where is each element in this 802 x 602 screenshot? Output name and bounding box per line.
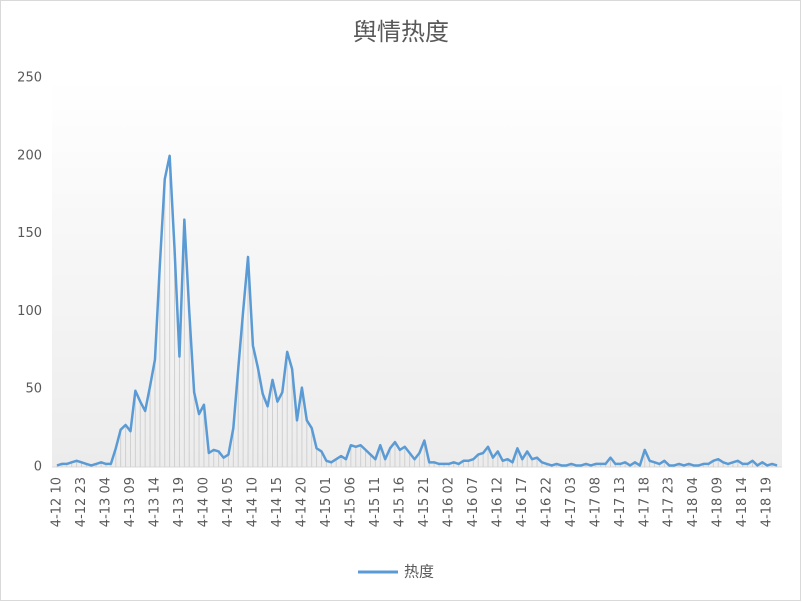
x-tick-label: 4-16 22 — [539, 477, 554, 527]
x-tick-label: 4-13 09 — [123, 477, 138, 527]
x-tick-label: 4-14 15 — [270, 477, 285, 527]
x-tick-label: 4-13 19 — [172, 477, 187, 527]
x-tick-label: 4-18 14 — [735, 477, 750, 527]
y-tick-label: 0 — [34, 460, 42, 475]
x-tick-label: 4-15 11 — [368, 477, 383, 527]
y-tick-label: 100 — [17, 304, 42, 319]
legend-label: 热度 — [404, 563, 434, 581]
y-tick-label: 150 — [17, 226, 42, 241]
y-tick-label: 250 — [17, 71, 42, 86]
x-tick-label: 4-14 10 — [245, 477, 260, 527]
x-tick-label: 4-13 14 — [147, 477, 162, 527]
x-tick-label: 4-17 03 — [564, 477, 579, 527]
x-tick-label: 4-18 19 — [760, 477, 775, 527]
x-tick-label: 4-17 23 — [662, 477, 677, 527]
chart-title: 舆情热度 — [353, 18, 449, 46]
x-tick-label: 4-15 16 — [392, 477, 407, 527]
x-tick-label: 4-16 12 — [490, 477, 505, 527]
x-tick-label: 4-13 04 — [98, 477, 113, 527]
x-tick-label: 4-16 17 — [515, 477, 530, 527]
x-tick-label: 4-16 07 — [466, 477, 481, 527]
y-tick-label: 200 — [17, 148, 42, 163]
x-tick-label: 4-17 08 — [588, 477, 603, 527]
x-tick-label: 4-18 04 — [686, 477, 701, 527]
series-line — [56, 154, 778, 467]
x-tick-label: 4-17 18 — [637, 477, 652, 527]
x-tick-label: 4-12 23 — [74, 477, 89, 527]
x-tick-label: 4-15 01 — [319, 477, 334, 527]
x-tick-label: 4-15 21 — [417, 477, 432, 527]
x-tick-label: 4-14 00 — [196, 477, 211, 527]
x-tick-label: 4-14 20 — [294, 477, 309, 527]
x-tick-label: 4-12 10 — [50, 477, 65, 527]
x-tick-label: 4-14 05 — [221, 477, 236, 527]
x-tick-label: 4-16 02 — [441, 477, 456, 527]
x-tick-label: 4-18 09 — [711, 477, 726, 527]
plot-background — [52, 78, 782, 467]
x-tick-label: 4-17 13 — [613, 477, 628, 527]
y-tick-label: 50 — [25, 382, 42, 397]
x-tick-label: 4-15 06 — [343, 477, 358, 527]
